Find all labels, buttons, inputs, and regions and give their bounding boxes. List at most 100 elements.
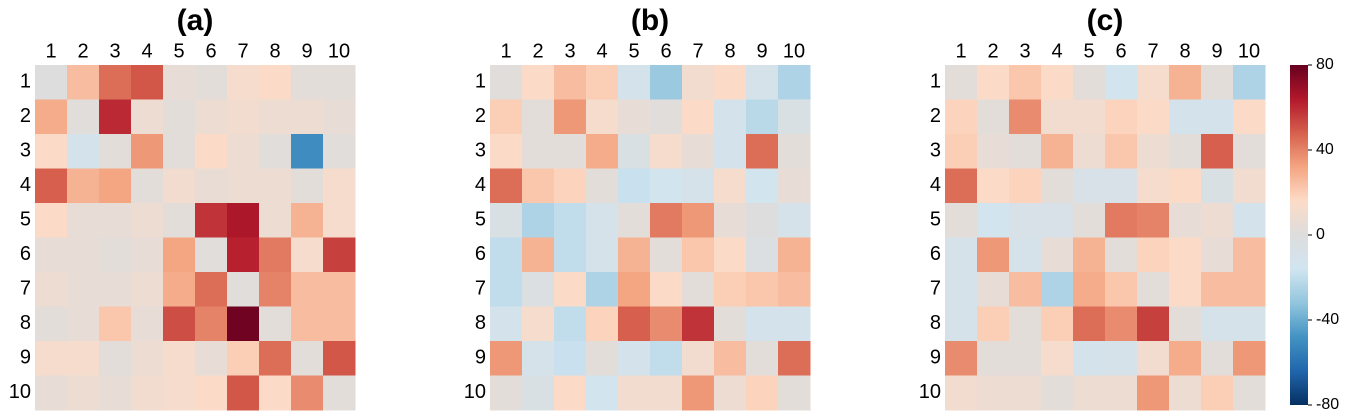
heatmap-cell (163, 272, 196, 307)
heatmap-cell (945, 134, 978, 169)
heatmap-cell (323, 65, 356, 100)
heatmap-cell (1233, 168, 1266, 204)
heatmap-cell (650, 65, 683, 100)
heatmap-cell (259, 65, 292, 100)
heatmap-cell (323, 272, 356, 307)
heatmap-cell (195, 306, 228, 342)
heatmap-cell (618, 306, 651, 342)
heatmap-cell (1169, 65, 1202, 100)
heatmap-cell (1169, 168, 1202, 204)
heatmap-cell (746, 203, 779, 238)
heatmap-cell (714, 134, 747, 169)
heatmap-cell (99, 134, 132, 169)
heatmap-cell (746, 168, 779, 204)
heatmap-cell (67, 375, 100, 411)
y-tick-label: 7 (20, 278, 31, 300)
x-tick-label: 7 (1147, 40, 1158, 62)
heatmap-cell (522, 134, 555, 169)
heatmap-cell (554, 375, 587, 411)
y-tick-label: 10 (919, 381, 941, 403)
heatmap-cell (522, 237, 555, 273)
heatmap-cell (554, 272, 587, 307)
heatmap-cell (1009, 65, 1042, 100)
heatmap-cell (1169, 272, 1202, 307)
heatmap-cell (778, 203, 811, 238)
heatmap-cell (650, 375, 683, 411)
heatmap-cell (1009, 203, 1042, 238)
heatmap-cell (67, 203, 100, 238)
heatmap-cell (682, 272, 715, 307)
heatmap-cell (1169, 306, 1202, 342)
heatmap-cell (99, 272, 132, 307)
heatmap-cell (1073, 99, 1106, 135)
heatmap-cell (35, 168, 68, 204)
heatmap-cell (99, 203, 132, 238)
y-tick-label: 8 (20, 312, 31, 334)
colorbar-tick-label: -80 (1316, 396, 1339, 413)
heatmap-cell (1073, 168, 1106, 204)
heatmap-cell (1041, 341, 1074, 376)
x-tick-label: 3 (1019, 40, 1030, 62)
heatmap-cell (554, 168, 587, 204)
heatmap-cell (1105, 99, 1138, 135)
heatmap-cell (291, 237, 324, 273)
heatmap-cell (586, 306, 619, 342)
heatmap-cell (1041, 168, 1074, 204)
heatmap-cell (1201, 272, 1234, 307)
heatmap-cell (259, 237, 292, 273)
heatmap-cell (67, 306, 100, 342)
y-tick-label: 8 (475, 312, 486, 334)
heatmap-cell (163, 237, 196, 273)
heatmap-cell (1233, 375, 1266, 411)
heatmap-cell (323, 306, 356, 342)
heatmap-cell (977, 168, 1010, 204)
heatmap-cell (746, 306, 779, 342)
heatmap-cell (714, 375, 747, 411)
heatmap-cell (131, 272, 164, 307)
heatmap-cell (1105, 341, 1138, 376)
heatmap-cell (522, 203, 555, 238)
heatmap-cell (554, 306, 587, 342)
heatmap-cell (746, 65, 779, 100)
heatmap-cell (1041, 99, 1074, 135)
heatmap-cell (99, 168, 132, 204)
y-tick-label: 6 (20, 243, 31, 265)
heatmap-cell (650, 341, 683, 376)
heatmap-cell (1137, 341, 1170, 376)
y-tick-label: 4 (20, 174, 31, 196)
heatmap-cell (945, 99, 978, 135)
heatmap-cell (1137, 375, 1170, 411)
heatmap-cell (1105, 168, 1138, 204)
heatmap-cell (67, 99, 100, 135)
heatmap-cell (682, 203, 715, 238)
heatmap-cell (131, 134, 164, 169)
heatmap-cell (195, 99, 228, 135)
panel-title: (c) (1087, 4, 1124, 37)
heatmap-cell (323, 203, 356, 238)
heatmap-cell (1073, 203, 1106, 238)
heatmap-cell (131, 99, 164, 135)
heatmap-cell (195, 237, 228, 273)
heatmap-cell (1233, 272, 1266, 307)
y-tick-label: 5 (475, 209, 486, 231)
heatmap-cell (163, 375, 196, 411)
heatmap-cell (259, 134, 292, 169)
heatmap-cell (554, 134, 587, 169)
heatmap-cell (291, 203, 324, 238)
heatmap-cell (35, 306, 68, 342)
heatmap-cell (99, 375, 132, 411)
heatmap-cell (195, 134, 228, 169)
heatmap-cell (99, 65, 132, 100)
heatmap-cell (650, 168, 683, 204)
x-tick-label: 4 (141, 40, 152, 62)
heatmap-cell (586, 99, 619, 135)
heatmap-cell (714, 341, 747, 376)
heatmap-cell (522, 65, 555, 100)
heatmap-cell (1201, 237, 1234, 273)
heatmap-cell (259, 341, 292, 376)
heatmap-cell (778, 99, 811, 135)
y-tick-label: 6 (475, 243, 486, 265)
heatmap-cell (227, 237, 260, 273)
heatmap-cell (1201, 99, 1234, 135)
heatmap-cell (1201, 168, 1234, 204)
